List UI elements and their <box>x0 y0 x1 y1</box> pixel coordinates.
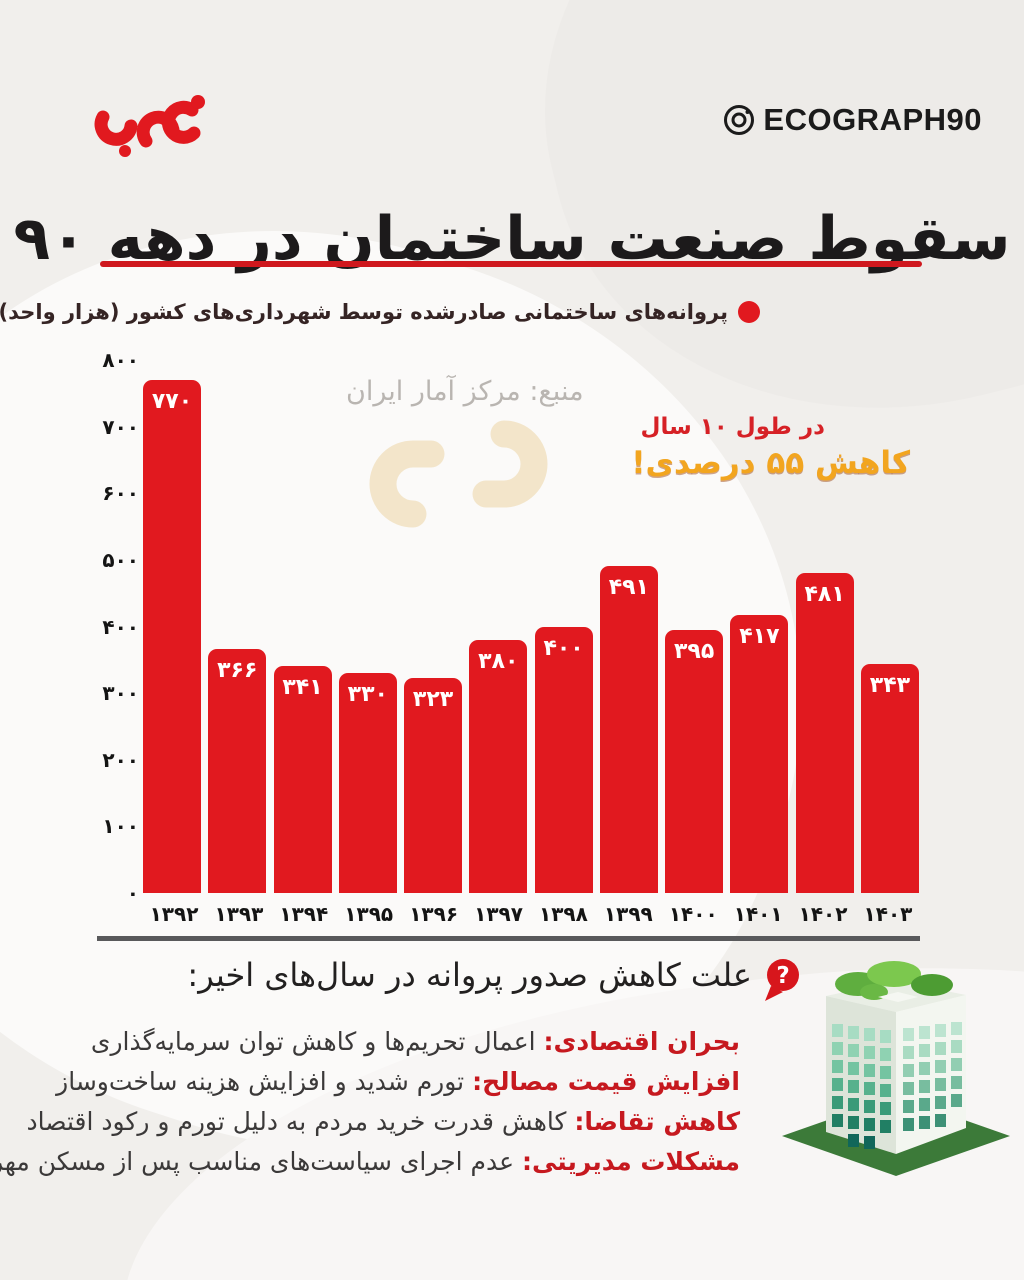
bar-value-label: ۴۰۰ <box>543 635 584 661</box>
annotation: در طول ۱۰ سال کاهش ۵۵ درصدی! <box>631 414 910 481</box>
bar-1403: ۳۴۳ <box>860 664 919 893</box>
x-label-1395: ۱۳۹۵ <box>344 902 394 926</box>
reason-item-2: افزایش قیمت مصالح: تورم شدید و افزایش هز… <box>0 1062 740 1102</box>
reason-lead: افزایش قیمت مصالح: <box>472 1067 740 1096</box>
bar-value-label: ۳۴۱ <box>282 674 323 700</box>
x-label-1396: ۱۳۹۶ <box>409 902 459 926</box>
reason-text: اعمال تحریم‌ها و کاهش توان سرمایه‌گذاری <box>90 1027 544 1056</box>
reason-item-3: کاهش تقاضا: کاهش قدرت خرید مردم به دلیل … <box>0 1102 740 1142</box>
bar-value-label: ۳۴۳ <box>869 673 911 699</box>
bar-value-label: ۳۶۶ <box>217 658 258 684</box>
bar-value-label: ۳۸۰ <box>478 648 519 674</box>
y-tick-700: ۷۰۰ <box>102 414 139 439</box>
bar-chart: ۰ ۱۰۰ ۲۰۰ ۳۰۰ ۴۰۰ ۵۰۰ ۶۰۰ ۷۰۰ ۸۰۰ ۷۷۰ ۳۶۶ ۳۴۱ ۳۳۰ ۳۲… <box>95 340 925 950</box>
y-axis: ۰ ۱۰۰ ۲۰۰ ۳۰۰ ۴۰۰ ۵۰۰ ۶۰۰ ۷۰۰ ۸۰۰ <box>95 348 139 905</box>
x-label-1394: ۱۳۹۴ <box>279 902 329 926</box>
reason-text: عدم اجرای سیاست‌های مناسب پس از مسکن مهر <box>0 1147 522 1176</box>
bar-1395: ۳۳۰ <box>338 673 397 893</box>
reason-lead: مشکلات مدیریتی: <box>521 1147 740 1176</box>
y-tick-100: ۱۰۰ <box>102 814 139 839</box>
bar-value-label: ۴۹۱ <box>608 574 649 600</box>
bar-1400: ۳۹۵ <box>665 629 724 893</box>
y-tick-500: ۵۰۰ <box>102 547 139 572</box>
source-note: منبع: مرکز آمار ایران <box>346 376 584 407</box>
y-tick-300: ۳۰۰ <box>102 681 139 706</box>
instagram-handle-text: ECOGRAPH90 <box>763 102 982 137</box>
bar-value-label: ۴۸۱ <box>804 581 845 607</box>
bar-1396: ۳۲۳ <box>404 677 463 893</box>
bar-1401: ۴۱۷ <box>730 615 789 893</box>
x-label-1403: ۱۴۰۳ <box>863 902 913 926</box>
bar-1398: ۴۰۰ <box>534 626 593 893</box>
title-underline <box>100 261 922 267</box>
annotation-line2: کاهش ۵۵ درصدی! <box>631 445 910 481</box>
x-label-1397: ۱۳۹۷ <box>474 902 523 926</box>
reasons-list: بحران اقتصادی: اعمال تحریم‌ها و کاهش توا… <box>0 1022 740 1182</box>
bar-1392: ۷۷۰ <box>143 380 201 893</box>
legend-label: پروانه‌های ساختمانی صادرشده توسط شهرداری… <box>0 300 728 324</box>
annotation-line1: در طول ۱۰ سال <box>640 414 825 440</box>
reasons-heading: علت کاهش صدور پروانه در سال‌های اخیر: <box>187 956 752 994</box>
bar-1397: ۳۸۰ <box>469 639 528 893</box>
x-label-1399: ۱۳۹۹ <box>603 902 653 926</box>
bar-1393: ۳۶۶ <box>208 649 267 893</box>
bar-1394: ۳۴۱ <box>273 665 332 893</box>
reasons-heading-row: ? علت کاهش صدور پروانه در سال‌های اخیر: <box>187 956 802 1002</box>
reason-lead: بحران اقتصادی: <box>543 1027 740 1056</box>
y-tick-0: ۰ <box>126 881 139 905</box>
bar-1399: ۴۹۱ <box>599 565 658 893</box>
x-label-1400: ۱۴۰۰ <box>668 902 718 926</box>
x-label-1392: ۱۳۹۲ <box>149 902 199 926</box>
x-label-1402: ۱۴۰۲ <box>798 902 848 926</box>
reason-lead: کاهش تقاضا: <box>574 1107 740 1136</box>
building-illustration <box>782 961 1010 1176</box>
reason-item-4: مشکلات مدیریتی: عدم اجرای سیاست‌های مناس… <box>0 1142 740 1182</box>
y-tick-800: ۸۰۰ <box>102 348 139 372</box>
instagram-icon <box>724 105 755 135</box>
x-label-1393: ۱۳۹۳ <box>214 902 264 926</box>
bar-value-label: ۳۲۳ <box>412 686 454 712</box>
y-tick-200: ۲۰۰ <box>102 747 139 772</box>
bar-1402: ۴۸۱ <box>795 572 854 893</box>
plot-area: ۷۷۰ ۳۶۶ ۳۴۱ ۳۳۰ ۳۲۳ ۳۸۰ ۴۰۰ ۴۹۱ ۳۹۵ ۴۱۷ ۴۸۱ ۳۴۳ <box>143 360 919 893</box>
x-label-1398: ۱۳۹۸ <box>539 902 588 926</box>
bar-value-label: ۴۱۷ <box>739 624 780 650</box>
reason-text: کاهش قدرت خرید مردم به دلیل تورم و رکود … <box>26 1107 575 1136</box>
reason-item-1: بحران اقتصادی: اعمال تحریم‌ها و کاهش توا… <box>0 1022 740 1062</box>
chart-legend: پروانه‌های ساختمانی صادرشده توسط شهرداری… <box>0 300 760 324</box>
instagram-handle: ECOGRAPH90 <box>723 102 982 138</box>
brand-watermark <box>369 420 548 528</box>
y-tick-400: ۴۰۰ <box>102 614 139 639</box>
svg-text:?: ? <box>776 963 789 989</box>
bar-value-label: ۳۹۵ <box>673 638 715 664</box>
reason-text: تورم شدید و افزایش هزینه ساخت‌وساز <box>56 1067 473 1096</box>
question-mark-icon: ? <box>765 959 799 1001</box>
x-axis-labels: ۱۳۹۲ ۱۳۹۳ ۱۳۹۴ ۱۳۹۵ ۱۳۹۶ ۱۳۹۷ ۱۳۹۸ ۱۳۹۹ ۱۴۰۰ ۱۴۰۱… <box>143 902 919 926</box>
legend-dot-icon <box>738 301 760 323</box>
x-label-1401: ۱۴۰۱ <box>733 902 783 926</box>
brand-logo <box>94 95 205 157</box>
y-tick-600: ۶۰۰ <box>102 481 139 506</box>
bar-value-label: ۷۷۰ <box>151 389 193 414</box>
bar-value-label: ۳۳۰ <box>347 682 388 708</box>
section-divider <box>97 936 920 941</box>
bars: ۷۷۰ ۳۶۶ ۳۴۱ ۳۳۰ ۳۲۳ ۳۸۰ ۴۰۰ ۴۹۱ ۳۹۵ ۴۱۷ ۴۸۱ ۳۴۳ <box>143 360 919 893</box>
